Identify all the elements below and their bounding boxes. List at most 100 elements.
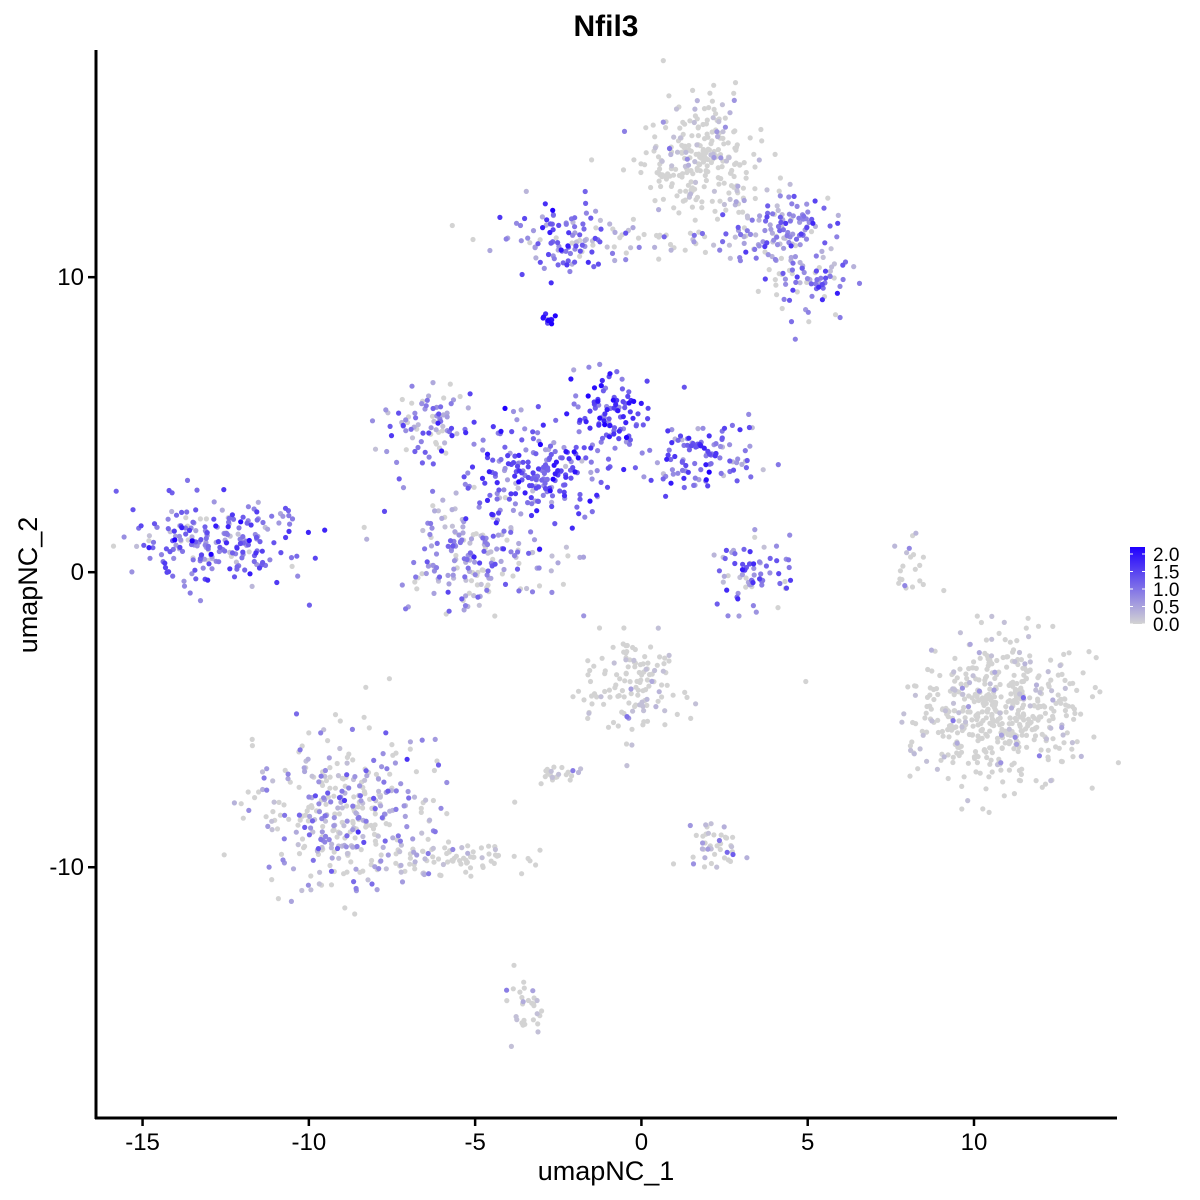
cell-point	[383, 407, 389, 413]
cell-point	[1027, 703, 1033, 709]
cell-point	[237, 540, 243, 547]
cell-point	[492, 613, 498, 619]
cell-point	[812, 198, 818, 204]
cell-point	[1015, 707, 1022, 714]
cell-point	[344, 833, 350, 839]
cell-point	[896, 580, 902, 586]
cell-point	[641, 231, 647, 238]
cell-point	[484, 451, 491, 457]
cell-point	[580, 221, 586, 227]
cell-point	[539, 214, 546, 220]
cell-point	[734, 188, 740, 194]
cell-point	[657, 166, 663, 172]
cell-point	[683, 462, 689, 469]
cell-point	[819, 297, 826, 303]
cell-point	[809, 216, 815, 222]
cell-point	[550, 207, 556, 213]
cell-point	[494, 496, 500, 502]
cell-point	[211, 516, 217, 522]
cell-point	[827, 223, 833, 229]
cell-point	[414, 852, 420, 858]
cell-point	[254, 509, 260, 515]
cell-point	[729, 422, 736, 428]
cell-point	[583, 210, 590, 216]
cell-point	[1033, 682, 1040, 688]
cell-point	[488, 575, 494, 581]
cell-point	[961, 774, 967, 780]
cell-point	[480, 535, 486, 541]
cell-point	[701, 864, 708, 870]
cell-point	[1010, 649, 1016, 655]
cell-point	[650, 122, 656, 128]
cell-point	[134, 543, 140, 550]
cell-point	[549, 553, 555, 559]
cell-point	[403, 428, 409, 434]
cell-point	[582, 237, 588, 244]
cell-point	[430, 845, 436, 852]
cell-point	[1007, 639, 1013, 645]
cell-point	[744, 855, 750, 861]
cell-point	[622, 405, 628, 411]
cell-point	[533, 862, 539, 868]
cell-point	[726, 242, 733, 248]
cell-point	[331, 815, 337, 821]
cell-point	[1033, 778, 1039, 784]
cell-point	[999, 745, 1005, 752]
cell-point	[334, 834, 340, 840]
cell-point	[630, 644, 636, 651]
cell-point	[568, 376, 574, 382]
cell-point	[636, 244, 642, 250]
cell-point	[979, 709, 985, 715]
cell-point	[464, 556, 470, 563]
cell-point	[323, 778, 329, 784]
cell-point	[219, 507, 225, 513]
cell-point	[718, 832, 724, 838]
cell-point	[808, 229, 815, 235]
cell-point	[721, 180, 727, 186]
cell-point	[497, 214, 503, 220]
cell-point	[773, 282, 779, 288]
cell-point	[699, 230, 706, 237]
cell-point	[743, 169, 749, 176]
cell-point	[764, 187, 770, 193]
cell-point	[444, 779, 450, 786]
cell-point	[1018, 657, 1024, 663]
cell-point	[697, 162, 703, 168]
cell-point	[823, 275, 829, 281]
cell-point	[604, 244, 610, 250]
cell-point	[375, 776, 382, 782]
cell-point	[665, 428, 671, 434]
cell-point	[240, 534, 246, 540]
cell-point	[520, 999, 526, 1005]
cell-point	[197, 516, 203, 522]
cell-point	[306, 730, 312, 736]
cell-point	[375, 833, 381, 839]
cell-point	[1017, 721, 1023, 728]
cell-point	[349, 726, 355, 733]
cell-point	[732, 551, 738, 557]
cell-point	[672, 453, 678, 460]
cell-point	[556, 771, 562, 777]
cell-point	[656, 689, 662, 695]
cell-point	[602, 411, 608, 417]
cell-point	[1039, 784, 1045, 790]
cell-point	[249, 736, 255, 743]
cell-point	[467, 854, 474, 860]
cell-point	[451, 558, 458, 564]
cell-point	[992, 675, 998, 682]
cell-point	[692, 159, 698, 165]
cell-point	[976, 650, 982, 656]
cell-point	[767, 222, 773, 228]
cell-point	[1017, 691, 1023, 697]
cell-point	[506, 496, 512, 502]
cell-point	[446, 581, 452, 587]
cell-point	[537, 259, 543, 265]
cell-point	[611, 425, 618, 431]
cell-point	[508, 549, 514, 555]
cell-point	[1097, 689, 1103, 695]
cell-point	[259, 769, 266, 775]
cell-point	[467, 391, 473, 397]
cell-point	[567, 268, 573, 275]
cell-point	[1051, 708, 1057, 714]
cell-point	[679, 171, 686, 177]
